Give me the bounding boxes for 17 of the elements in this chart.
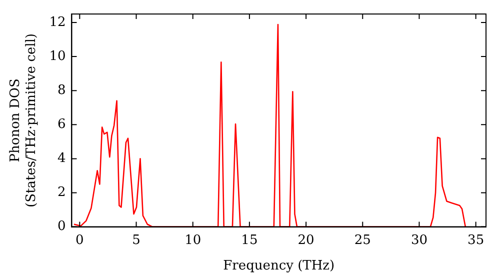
x-tick-label: 0 xyxy=(76,232,84,248)
x-axis-title: Frequency (THz) xyxy=(223,258,335,274)
y-tick-label: 10 xyxy=(49,48,66,64)
y-tick-label: 6 xyxy=(57,117,66,132)
x-tick-label: 35 xyxy=(468,232,484,248)
y-axis-title: Phonon DOS (States/THz·primitive cell) xyxy=(8,33,39,208)
x-tick-label: 15 xyxy=(241,232,258,248)
x-tick-label: 5 xyxy=(132,232,140,248)
y-tick-label: 2 xyxy=(57,185,66,200)
x-tick-label: 25 xyxy=(354,232,371,248)
x-tick-label: 20 xyxy=(298,232,314,248)
x-tick-label: 10 xyxy=(184,232,202,248)
y-tick-label: 4 xyxy=(57,151,66,166)
y-tick-label: 12 xyxy=(49,14,66,30)
y-tick-label: 0 xyxy=(57,219,66,234)
y-tick-label: 8 xyxy=(57,82,66,98)
x-tick-label: 30 xyxy=(410,232,428,248)
